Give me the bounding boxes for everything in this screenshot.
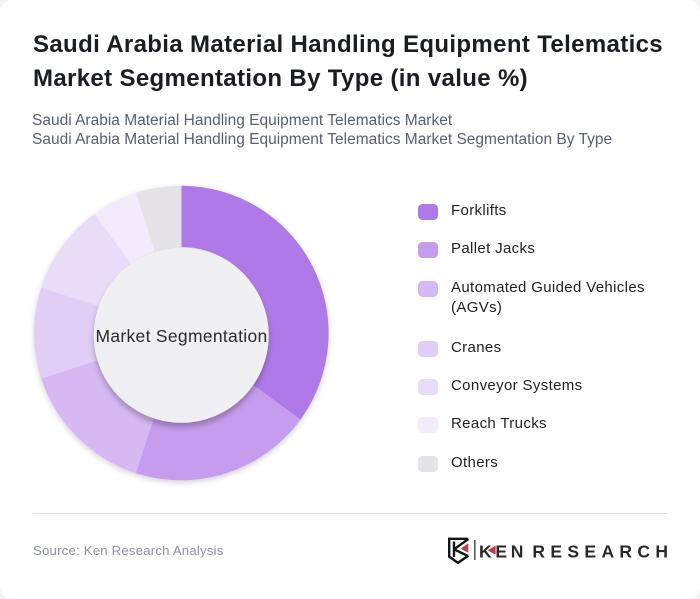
svg-text:KENRESEARCH: KEN RESEARCH (479, 541, 670, 561)
